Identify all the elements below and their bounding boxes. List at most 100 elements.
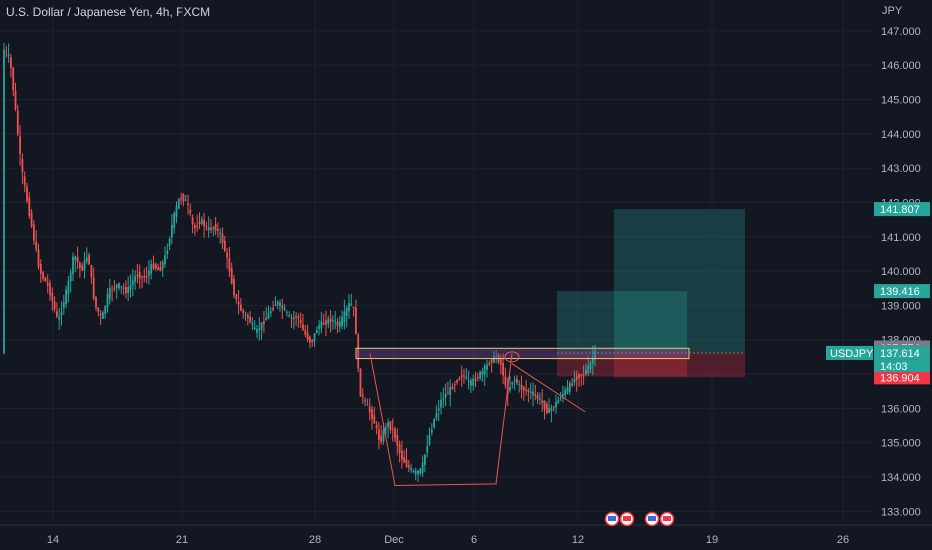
candle-body [304,330,307,335]
candle-body [286,311,288,313]
y-tick-label: 146.000 [881,60,921,72]
candle-body [276,301,279,306]
price-tag-label: 139.416 [880,286,920,298]
candle-body [539,398,541,401]
x-tick-label: Dec [384,534,404,546]
candle-body [168,238,171,247]
candle-body [200,218,203,224]
grid-lines [0,0,873,525]
candle-body [564,389,567,396]
candle-body [490,359,493,363]
candle-body [585,369,587,374]
pattern-line [369,353,513,487]
candle-body [53,301,56,310]
candle-body [334,320,337,323]
candle-body [69,272,72,282]
candle-body [338,321,341,328]
candle-body [465,376,468,379]
candle-body [141,276,143,278]
candle-body [389,421,392,430]
candle-body [424,454,426,465]
candle-body [405,459,408,467]
price-tags: 141.807139.416137.774137.653137.614136.9… [826,202,930,385]
price-tag [874,202,930,217]
candle-body [384,427,387,431]
candle-body [504,376,507,386]
candle-body [311,339,314,342]
candle-body [430,429,433,433]
candle-body [16,110,19,135]
candle-body [594,349,596,360]
candle-body [548,407,550,413]
candle-body [157,267,159,271]
candle-body [111,289,113,291]
candle-body [299,320,302,323]
candle-body [203,219,205,227]
candle-body [72,256,74,275]
y-tick-label: 136.000 [881,403,921,415]
candle-body [148,270,150,276]
candle-body [336,322,339,326]
price-axis[interactable]: JPY 147.000 146.000 145.000 144.000 143.000 14… [873,0,932,550]
candles[interactable] [3,42,596,483]
price-tag [874,345,930,360]
candle-body [233,279,235,296]
y-tick-label: 133.000 [881,506,921,518]
candle-body [118,283,120,289]
candle-body [522,387,525,391]
candle-body [472,378,475,386]
flag-icon[interactable] [604,511,620,527]
candle-body [210,227,212,230]
candle-body [154,264,157,269]
candle-body [79,262,81,269]
candle-body [122,287,125,289]
x-tick-label: 28 [309,534,321,546]
time-axis[interactable]: 14 21 28 Dec 6 12 19 26 [0,524,932,546]
flag-icon[interactable] [644,511,660,527]
candle-body [60,312,63,316]
price-tag-label: 141.807 [880,204,920,216]
candle-body [134,276,136,282]
candle-body [394,429,396,438]
candle-body [92,277,95,299]
event-flags[interactable] [604,511,675,527]
candle-body [108,287,111,300]
candle-body [235,294,238,300]
candle-body [131,280,134,286]
candle-body [194,225,196,229]
candle-body [207,227,210,231]
flag-icon[interactable] [619,511,635,527]
candle-body [97,307,100,313]
candle-body [258,328,261,331]
candle-body [532,391,534,396]
candle-body [575,376,578,380]
candle-body [545,403,548,413]
candle-body [228,258,231,272]
candle-body [49,283,51,296]
candle-body [214,224,217,231]
candle-body [217,229,219,231]
candle-body [426,446,429,453]
candle-body [559,397,562,399]
trend-line [511,363,586,413]
candle-body [3,49,5,354]
candle-body [527,390,530,393]
candle-body [256,328,258,334]
y-tick-label: 147.000 [881,26,921,38]
currency-label: JPY [882,5,903,17]
candle-body [10,57,12,69]
candle-body [543,400,546,410]
y-tick-label: 135.000 [881,438,921,450]
candle-body [398,443,401,453]
candle-body [265,317,268,321]
candle-body [541,400,544,404]
flag-icon[interactable] [659,511,675,527]
candle-body [113,287,116,289]
stop-zone-2 [614,351,745,378]
candle-body [46,282,49,286]
candle-body [520,384,523,390]
candle-body [502,363,504,376]
candle-body [263,321,265,324]
symbol-tag [826,345,873,360]
